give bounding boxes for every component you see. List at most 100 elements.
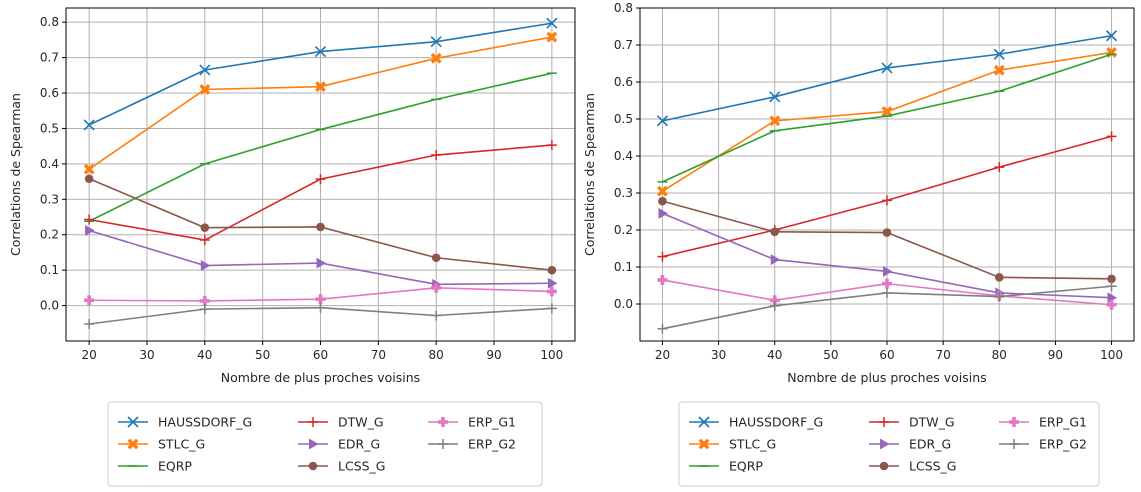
- data-point: [657, 274, 668, 285]
- data-point: [316, 257, 326, 269]
- y-tick-label: 0.0: [614, 297, 633, 311]
- data-point: [1106, 281, 1117, 292]
- y-axis-label: Correlations de Spearman: [582, 93, 597, 256]
- data-point: [546, 31, 558, 43]
- y-tick-label: 0.2: [40, 228, 59, 242]
- data-point: [546, 140, 557, 151]
- data-point: [431, 253, 441, 263]
- data-point: [770, 254, 781, 266]
- legend: HAUSSDORF_G STLC_G EQRP DTW_G EDR_G LCSS_G ERP…: [107, 401, 543, 487]
- y-tick-label: 0.5: [614, 112, 633, 126]
- legend-entry-edr-g: EDR_G: [869, 437, 951, 452]
- x-tick-label: 100: [540, 348, 563, 362]
- legend-label: EQRP: [158, 459, 192, 474]
- legend-marker: [127, 416, 139, 428]
- legend-entry-haussdorf-g: HAUSSDORF_G: [689, 415, 823, 430]
- series-stlc-g: [83, 31, 558, 175]
- data-point: [994, 273, 1004, 282]
- data-point: [431, 310, 442, 321]
- series-erp-g2: [657, 281, 1117, 334]
- x-tick-label: 30: [139, 348, 154, 362]
- data-point: [881, 62, 893, 74]
- plot-frame: [639, 7, 1135, 342]
- data-point: [430, 52, 442, 64]
- data-point: [546, 303, 557, 314]
- series-haussdorf-g: [83, 17, 558, 131]
- y-tick-label: 0.0: [40, 299, 59, 313]
- data-point: [882, 287, 892, 298]
- data-point: [83, 163, 95, 175]
- data-point: [547, 277, 558, 289]
- y-tick-label: 0.7: [614, 38, 633, 52]
- data-point: [199, 295, 210, 306]
- data-point: [1105, 30, 1118, 42]
- legend-marker: [879, 417, 889, 427]
- data-point: [769, 300, 780, 311]
- legend-marker: [698, 416, 710, 428]
- legend-entry-erp-g1: ERP_G1: [999, 415, 1087, 430]
- legend-label: STLC_G: [158, 437, 205, 452]
- y-tick-label: 0.1: [614, 260, 633, 274]
- data-point: [994, 162, 1005, 173]
- data-point: [882, 195, 892, 206]
- x-tick-label: 50: [255, 348, 270, 362]
- legend-marker: [438, 417, 448, 427]
- series-lcss-g: [84, 174, 557, 275]
- data-point: [546, 17, 558, 29]
- y-tick-label: 0.4: [40, 157, 59, 171]
- data-point: [200, 223, 210, 232]
- x-tick-label: 40: [767, 348, 782, 362]
- chart-1: 20 30 40 50 60 70 80 90 100 0.0 0.1 0.2 0.3 0.4 0.5 0.6…: [8, 7, 576, 487]
- data-point: [431, 150, 442, 161]
- legend-label: EQRP: [729, 459, 763, 474]
- y-axis-label: Correlations de Spearman: [8, 93, 23, 256]
- legend-entry-dtw-g: DTW_G: [298, 415, 384, 430]
- data-point: [199, 64, 211, 76]
- data-point: [315, 294, 326, 305]
- data-point: [315, 81, 326, 93]
- legend-entry-lcss-g: LCSS_G: [298, 459, 386, 474]
- x-tick-label: 70: [371, 348, 386, 362]
- legend-entry-stlc-g: STLC_G: [118, 437, 205, 452]
- legend-marker: [880, 438, 890, 450]
- data-point: [315, 302, 326, 313]
- legend-entry-stlc-g: STLC_G: [689, 437, 776, 452]
- legend-label: DTW_G: [909, 415, 955, 430]
- y-axis: 0.0 0.1 0.2 0.3 0.4 0.5 0.6 0.7 0.8: [614, 1, 640, 311]
- legend-label: STLC_G: [729, 437, 776, 452]
- legend-entry-dtw-g: DTW_G: [869, 415, 955, 430]
- data-point: [84, 295, 95, 306]
- data-point: [883, 265, 893, 277]
- data-point: [199, 235, 210, 246]
- series-erp-g2: [84, 302, 557, 329]
- legend-label: EDR_G: [338, 437, 380, 452]
- legend-label: LCSS_G: [338, 459, 386, 474]
- data-point: [658, 196, 667, 206]
- data-point: [656, 115, 669, 127]
- data-point: [84, 318, 95, 329]
- data-point: [83, 119, 95, 131]
- data-point: [314, 46, 327, 58]
- data-point: [882, 278, 892, 289]
- legend-label: LCSS_G: [909, 459, 957, 474]
- data-point: [315, 174, 326, 185]
- data-point: [657, 185, 668, 197]
- legend-marker: [1009, 417, 1019, 427]
- x-tick-label: 90: [486, 348, 501, 362]
- data-point: [769, 295, 780, 306]
- x-axis-label: Nombre de plus proches voisins: [787, 370, 986, 385]
- y-tick-label: 0.4: [614, 149, 633, 163]
- legend-marker: [879, 461, 889, 471]
- y-tick-label: 0.1: [40, 263, 59, 277]
- x-tick-label: 90: [1048, 348, 1063, 362]
- y-tick-label: 0.8: [40, 15, 59, 29]
- legend: HAUSSDORF_G STLC_G EQRP DTW_G EDR_G LCSS_G ERP…: [678, 401, 1100, 487]
- legend-label: HAUSSDORF_G: [158, 415, 252, 430]
- legend-marker: [438, 439, 448, 449]
- data-point: [547, 265, 557, 275]
- y-tick-label: 0.6: [40, 86, 59, 100]
- data-point: [546, 286, 557, 297]
- series-eqrp: [84, 72, 557, 223]
- y-tick-label: 0.6: [614, 75, 633, 89]
